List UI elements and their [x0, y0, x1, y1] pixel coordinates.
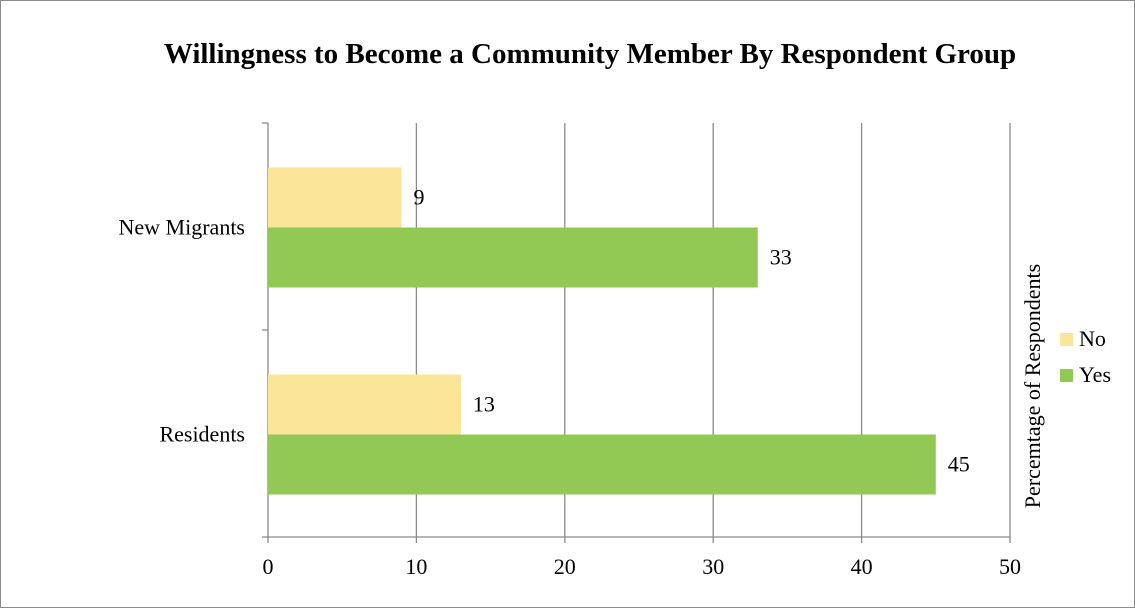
x-tick-label-30: 30 — [702, 554, 724, 579]
x-tick-label-20: 20 — [554, 554, 576, 579]
bar-yes-1 — [268, 434, 936, 495]
x-tick-label-50: 50 — [999, 554, 1021, 579]
x-tick-label-40: 40 — [851, 554, 873, 579]
legend: No Yes — [1060, 325, 1111, 397]
category-label-1: Residents — [159, 422, 245, 447]
legend-label-yes: Yes — [1079, 362, 1112, 387]
data-label-no-1: 13 — [473, 392, 495, 417]
legend-swatch-no — [1060, 332, 1073, 346]
bar-no-0 — [268, 167, 402, 228]
category-label-0: New Migrants — [119, 215, 245, 240]
bar-no-1 — [268, 374, 461, 435]
legend-label-no: No — [1079, 326, 1106, 351]
data-label-yes-0: 33 — [770, 245, 792, 270]
bar-yes-0 — [268, 227, 758, 288]
data-label-yes-1: 45 — [948, 452, 970, 477]
x-tick-label-0: 0 — [263, 554, 274, 579]
axis-title: Percemtage of Respondents — [1020, 264, 1045, 508]
chart-title: Willingness to Become a Community Member… — [163, 38, 1017, 70]
legend-item-no: No — [1060, 325, 1111, 353]
legend-swatch-yes — [1060, 368, 1073, 382]
data-label-no-0: 9 — [414, 185, 425, 210]
legend-item-yes: Yes — [1060, 361, 1111, 389]
x-tick-label-10: 10 — [405, 554, 427, 579]
